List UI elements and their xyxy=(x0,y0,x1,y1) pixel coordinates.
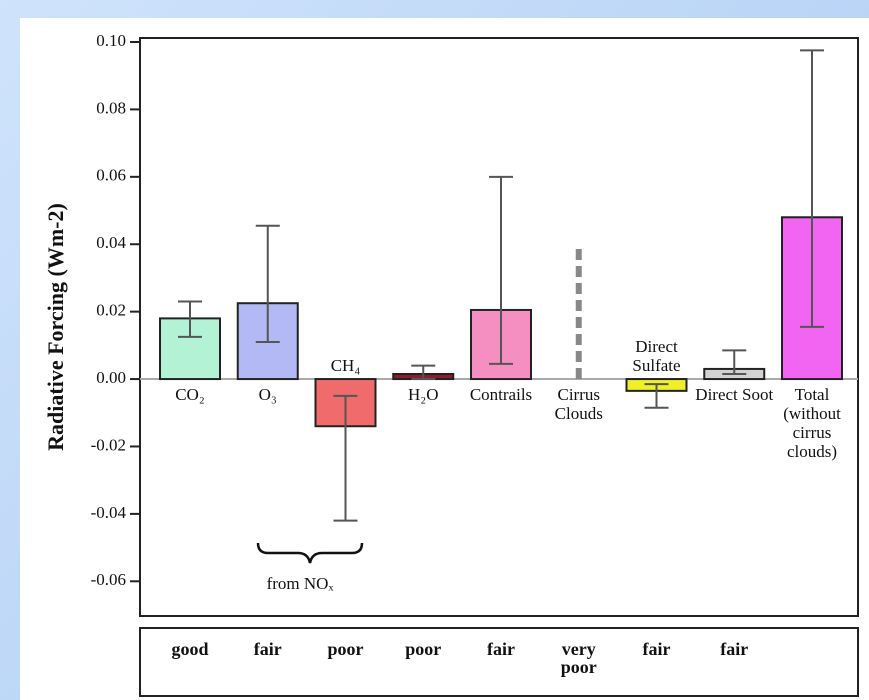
x-tick-label: H₂O xyxy=(408,385,439,405)
x-tick-label-box: Cirrus Clouds xyxy=(554,385,603,424)
x-tick-label-box: Total (without cirrus clouds) xyxy=(783,385,841,462)
y-tick-label: -0.02 xyxy=(91,435,126,454)
y-tick-label: 0.08 xyxy=(96,98,126,117)
confidence-label: poor xyxy=(327,640,364,659)
x-tick-label: Direct Soot xyxy=(695,385,774,405)
x-tick-label: Contrails xyxy=(469,385,533,405)
x-tick-label: Direct Sulfate xyxy=(632,337,681,376)
confidence-label-box: fair xyxy=(253,640,282,659)
x-tick-label-box: CH₄ xyxy=(330,356,361,376)
plot-frame xyxy=(139,37,859,617)
confidence-label-box: good xyxy=(171,640,209,659)
confidence-label-box: fair xyxy=(642,640,671,659)
x-tick-label: CH₄ xyxy=(330,356,361,376)
x-tick-label-box: O₃ xyxy=(258,385,277,405)
confidence-label: good xyxy=(171,640,209,659)
confidence-label: fair xyxy=(642,640,671,659)
confidence-label: very poor xyxy=(560,640,597,677)
confidence-label-box: very poor xyxy=(560,640,597,677)
x-tick-label-box: H₂O xyxy=(408,385,439,405)
y-tick-label: 0.00 xyxy=(96,368,126,387)
y-tick-label: 0.10 xyxy=(96,31,126,50)
brace xyxy=(256,542,364,564)
confidence-box xyxy=(139,627,859,697)
annotation: from NOₓ xyxy=(267,574,334,593)
confidence-label-box: poor xyxy=(327,640,364,659)
y-tick-label: 0.04 xyxy=(96,233,126,252)
x-tick-label-box: Direct Sulfate xyxy=(632,337,681,376)
y-axis-label: Radiative Forcing (Wm-2) xyxy=(43,203,68,451)
confidence-label: fair xyxy=(253,640,282,659)
x-tick-label: Cirrus Clouds xyxy=(554,385,603,424)
y-tick-label: 0.02 xyxy=(96,301,126,320)
x-tick-label-box: CO₂ xyxy=(175,385,205,405)
confidence-label: poor xyxy=(405,640,442,659)
confidence-label-box: poor xyxy=(405,640,442,659)
confidence-label-box: fair xyxy=(487,640,515,659)
panel xyxy=(20,18,869,700)
confidence-label: fair xyxy=(720,640,749,659)
confidence-label-box: fair xyxy=(720,640,749,659)
y-tick-label: -0.06 xyxy=(91,570,126,589)
confidence-label: fair xyxy=(487,640,515,659)
x-tick-label: Total (without cirrus clouds) xyxy=(783,385,841,462)
x-tick-label-box: Direct Soot xyxy=(695,385,774,405)
y-tick-label: 0.06 xyxy=(96,166,126,185)
y-tick-label: -0.04 xyxy=(91,503,127,522)
x-tick-label-box: Contrails xyxy=(469,385,533,405)
x-tick-label: CO₂ xyxy=(175,385,205,405)
x-tick-label: O₃ xyxy=(258,385,277,405)
